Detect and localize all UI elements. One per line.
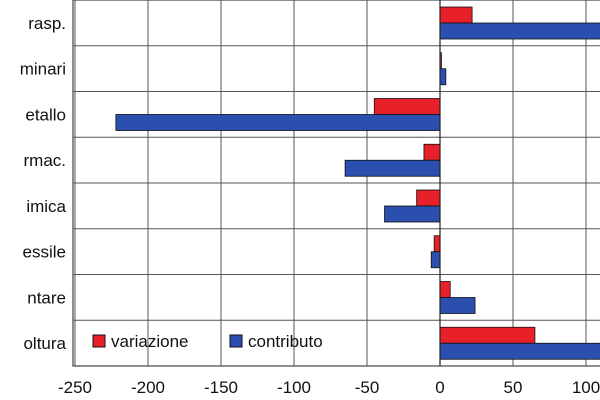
legend-swatch-contributo: [229, 334, 243, 348]
category-label: rasp.: [28, 14, 66, 33]
bar-variazione: [439, 281, 451, 298]
bar-contributo: [344, 159, 441, 177]
category-label: essile: [23, 243, 66, 262]
bar-variazione: [423, 143, 441, 161]
bar-variazione: [433, 235, 441, 253]
bar-variazione: [373, 98, 441, 115]
bar-contributo: [384, 205, 441, 223]
bar-contributo: [439, 342, 600, 360]
legend-label-contributo: contributo: [248, 332, 323, 351]
category-label: etallo: [25, 105, 66, 124]
x-tick-label: -50: [355, 378, 380, 397]
x-tick-label: 100: [572, 378, 600, 397]
x-tick-label: -100: [277, 378, 311, 397]
legend-swatch-variazione: [92, 334, 106, 348]
x-tick-label: -250: [58, 378, 92, 397]
bars: [115, 6, 600, 360]
category-label: minari: [20, 60, 66, 79]
x-tick-label: -150: [204, 378, 238, 397]
bar-contributo: [115, 114, 441, 131]
category-label: imica: [26, 197, 66, 216]
bar-contributo: [439, 22, 600, 40]
bar-variazione: [439, 326, 536, 344]
legend: variazione contributo: [92, 332, 323, 351]
bar-contributo: [439, 68, 447, 86]
legend-label-variazione: variazione: [111, 332, 189, 351]
bar-contributo: [439, 297, 476, 314]
x-tick-label: 0: [435, 378, 444, 397]
bar-contributo: [430, 251, 441, 269]
x-tick-label: 50: [504, 378, 523, 397]
category-label: oltura: [23, 334, 66, 353]
x-tick-label: -200: [131, 378, 165, 397]
grid-lines: [73, 0, 600, 366]
category-labels: rasp. minari etallo rmac. imica essile ntare ol…: [20, 14, 67, 353]
category-label: rmac.: [24, 151, 67, 170]
category-label: ntare: [27, 288, 66, 307]
x-tick-labels: -250 -200 -150 -100 -50 0 50 100: [58, 378, 600, 397]
bar-variazione: [416, 189, 441, 207]
bar-variazione: [439, 6, 473, 24]
